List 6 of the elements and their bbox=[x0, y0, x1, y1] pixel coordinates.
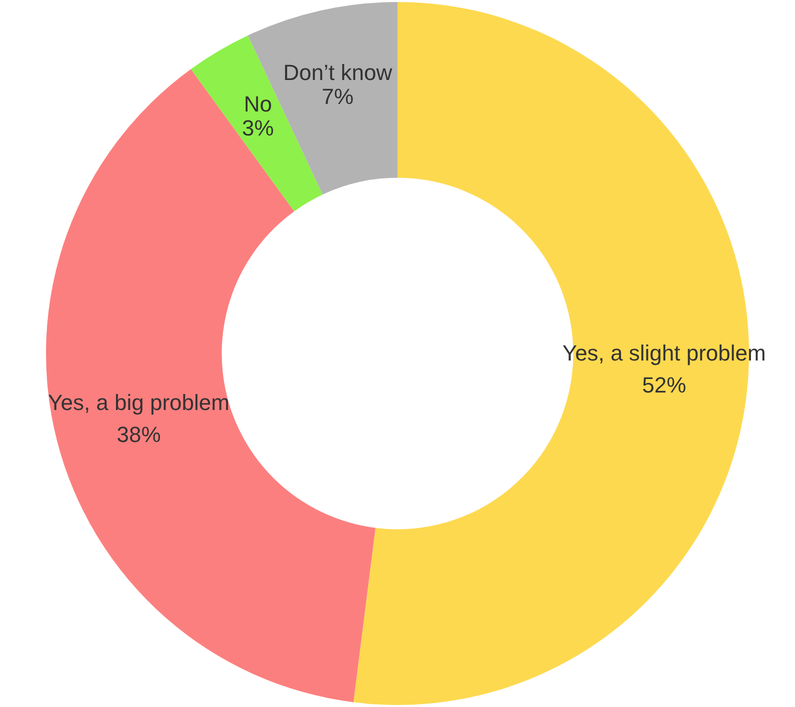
data-label: 38% bbox=[116, 422, 161, 447]
slice-label: No bbox=[244, 92, 272, 117]
data-label: 3% bbox=[242, 116, 274, 141]
data-label: 7% bbox=[322, 84, 354, 109]
data-label: 52% bbox=[642, 372, 686, 398]
slice-label: Don’t know bbox=[283, 60, 392, 85]
